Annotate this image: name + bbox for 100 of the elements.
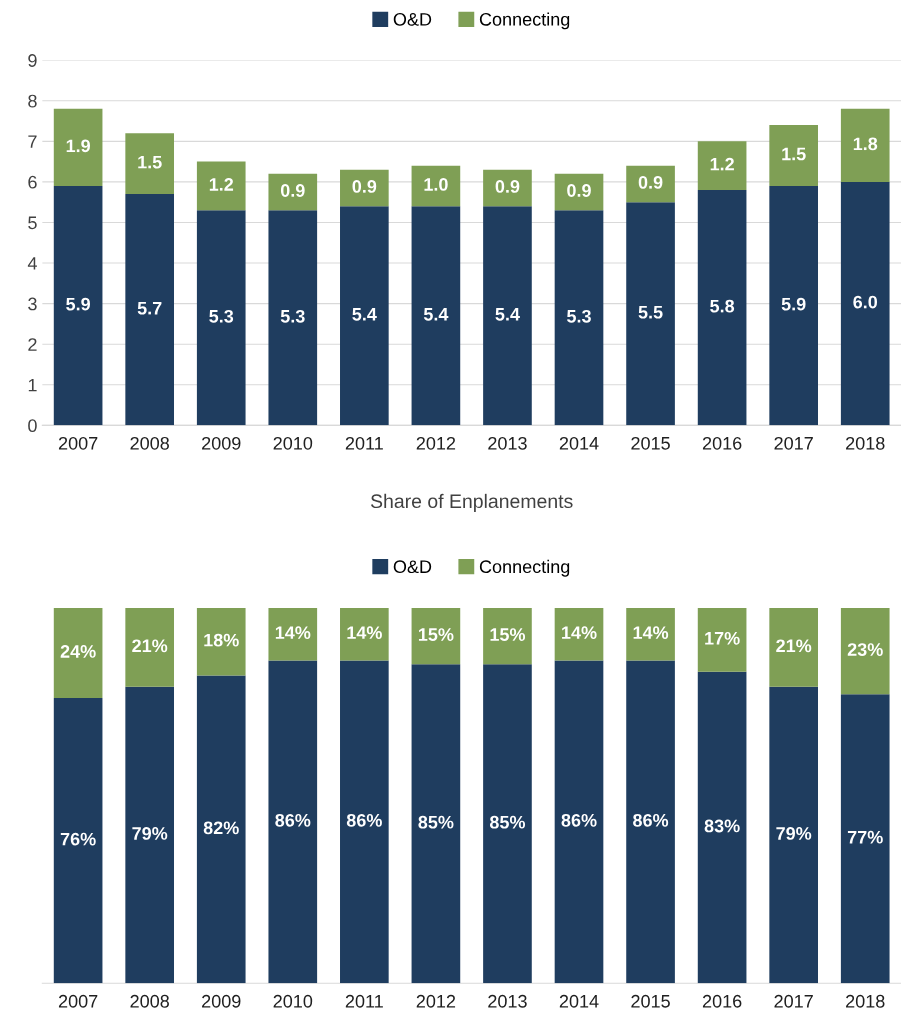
x-tick-label: 2013 [488,436,527,450]
x-tick-label: 2018 [846,994,885,1008]
legend-label: Connecting [479,12,570,30]
data-label: 15% [418,628,454,641]
x-tick-label: 2010 [273,994,313,1008]
data-label: 23% [847,643,883,656]
data-label: 85% [418,815,454,829]
bar [626,202,675,426]
bar [769,607,818,687]
bar [840,607,890,695]
x-tick-label: 2009 [202,994,241,1008]
data-label: 86% [633,813,669,827]
y-tick-label: 5 [28,216,37,230]
bar [626,165,675,203]
data-label: 5.3 [567,309,591,323]
bar [340,607,389,661]
data-label: 85% [489,815,526,829]
data-label: 5.4 [423,308,449,321]
data-label: 5.4 [495,308,520,321]
y-tick-label: 3 [28,297,37,311]
x-tick-label: 2007 [58,436,98,450]
data-label: 5.9 [66,297,91,311]
y-tick-label: 9 [28,54,37,67]
legend-label: O&D [393,12,432,26]
data-label: 76% [60,832,96,846]
bar [268,173,318,211]
y-tick-label: 2 [28,338,37,351]
data-label: 6.0 [853,295,878,309]
x-tick-label: 2017 [774,436,813,450]
data-label: 83% [704,819,740,833]
bar [125,607,175,687]
bar [840,108,890,182]
bar [196,607,246,676]
x-tick-label: 2014 [559,436,599,450]
y-tick-label: 0 [28,419,37,433]
bar [196,210,246,426]
x-tick-label: 2017 [774,994,813,1008]
bar [268,210,318,426]
data-label: 21% [132,639,168,653]
bar [840,694,890,984]
data-label: 5.5 [638,306,663,319]
data-label: 86% [561,813,597,827]
bar [411,664,461,984]
data-label: 0.9 [567,184,591,197]
bar [626,607,675,661]
x-tick-label: 2008 [130,436,169,450]
data-label: 21% [776,639,812,653]
y-tick-label: 7 [28,135,37,148]
x-tick-label: 2013 [488,994,527,1008]
data-label: 0.9 [638,175,663,189]
bar [840,181,890,426]
data-label: 15% [490,628,526,641]
x-tick-label: 2012 [416,994,456,1008]
chart-title: Share of Enplanements [370,493,573,512]
x-tick-label: 2016 [702,436,742,450]
bar [554,210,604,426]
bar [340,206,389,426]
data-label: 14% [347,626,382,640]
data-label: 5.3 [280,309,305,323]
data-label: 0.9 [280,184,305,197]
bar [697,190,747,426]
bar [697,607,747,672]
data-label: 5.9 [781,297,806,311]
bar [268,607,318,661]
x-tick-label: 2016 [702,994,742,1008]
bar [483,206,532,426]
x-tick-label: 2012 [416,436,456,450]
bar [769,185,818,426]
data-label: 24% [60,645,96,658]
data-label: 5.7 [137,301,162,315]
bar [340,660,389,984]
data-label: 1.5 [782,147,806,161]
x-tick-label: 2014 [559,994,599,1008]
bar [53,185,103,426]
bar [769,686,818,984]
bar [411,206,461,426]
bar [125,133,175,195]
data-label: 1.0 [424,178,448,191]
data-label: 5.3 [209,309,234,323]
bar [483,664,532,984]
y-tick-label: 4 [27,257,37,270]
y-tick-label: 8 [28,94,37,108]
x-tick-label: 2009 [202,436,241,450]
bar [196,161,246,211]
bar [125,194,175,426]
data-label: 86% [346,813,382,827]
data-label: 79% [776,827,812,840]
data-label: 18% [204,633,239,647]
x-tick-label: 2008 [130,994,169,1008]
x-tick-label: 2018 [846,436,885,450]
bar [53,698,103,984]
bar [483,169,532,207]
bar [697,141,747,191]
data-label: 14% [275,626,311,640]
x-tick-label: 2011 [345,994,383,1008]
y-tick-label: 1 [28,378,37,392]
bar [769,125,818,186]
bar [340,169,389,207]
bar [697,671,747,984]
data-label: 17% [705,631,740,645]
